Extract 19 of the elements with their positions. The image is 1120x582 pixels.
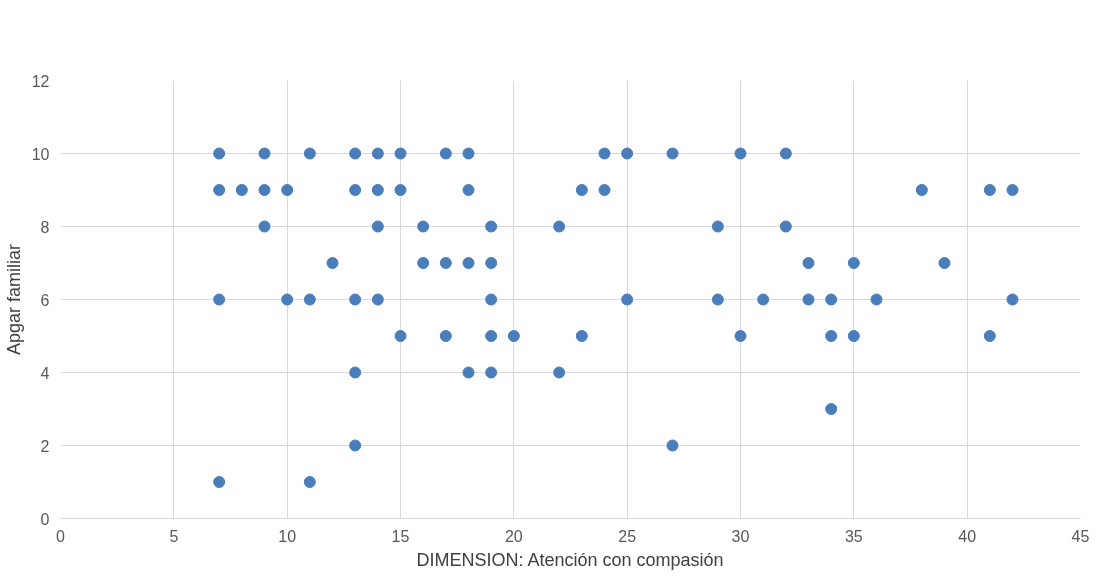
y-tick-label: 4 [40, 364, 50, 382]
y-tick-label: 0 [40, 510, 50, 528]
y-tick-label: 12 [31, 72, 50, 90]
y-axis-title: Apgar familiar [3, 243, 24, 356]
x-tick-label: 30 [731, 527, 750, 545]
x-tick-label: 40 [958, 527, 977, 545]
x-tick-label: 0 [56, 527, 66, 545]
x-axis-title: DIMENSION: Atención con compasión [416, 549, 724, 570]
x-tick-label: 10 [278, 527, 297, 545]
x-tick-label: 25 [618, 527, 637, 545]
y-tick-label: 2 [40, 437, 50, 455]
x-tick-label: 5 [169, 527, 179, 545]
y-tick-label: 10 [31, 145, 50, 163]
y-tick-label: 6 [40, 291, 50, 309]
x-tick-label: 35 [844, 527, 863, 545]
y-tick-label: 8 [40, 218, 50, 236]
x-tick-label: 15 [391, 527, 410, 545]
x-tick-label: 20 [504, 527, 523, 545]
x-tick-label: 45 [1071, 527, 1090, 545]
